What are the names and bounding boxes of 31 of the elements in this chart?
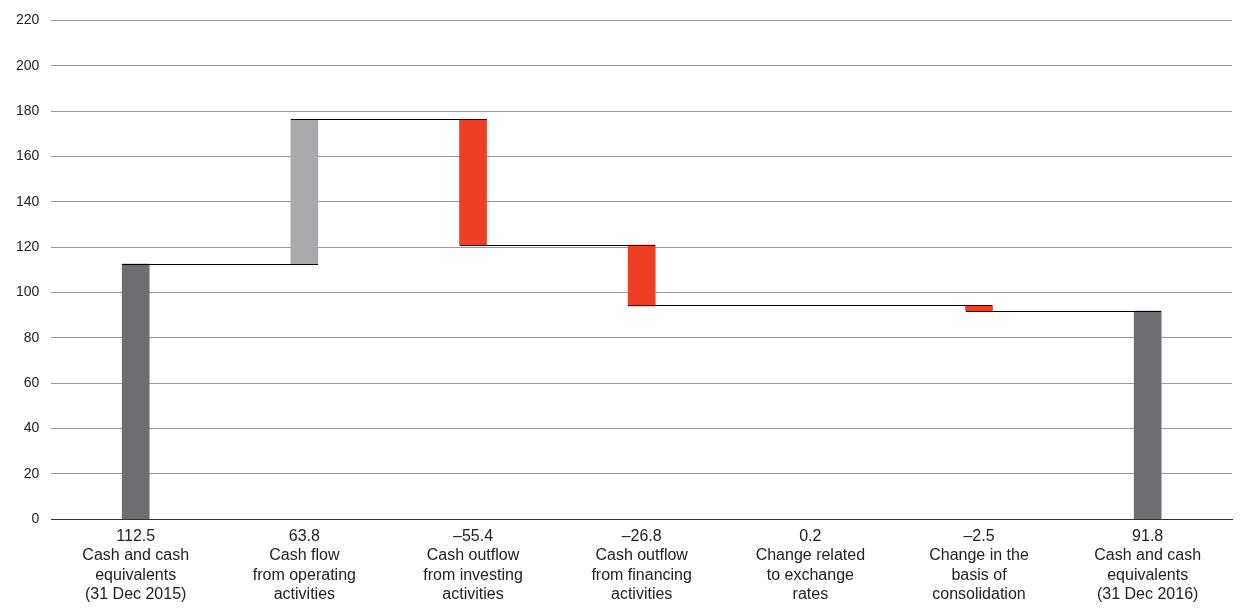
data-label: 0.2 — [799, 527, 822, 545]
bar — [290, 119, 319, 265]
y-tick-label: 100 — [16, 283, 40, 300]
y-tick-label: 160 — [16, 147, 40, 164]
y-tick-label: 200 — [16, 56, 40, 73]
data-label: 63.8 — [288, 527, 321, 545]
data-label: 91.8 — [1132, 527, 1164, 545]
data-label: 112.5 — [116, 527, 156, 545]
x-tick-label: Change in the basis of consolidation — [929, 546, 1029, 602]
x-tick-label: Change related to exchange rates — [755, 546, 866, 602]
data-label: –2.5 — [963, 527, 995, 545]
x-tick-label: Cash and cash equivalents (31 Dec 2015) — [82, 546, 190, 602]
y-tick-label: 40 — [23, 419, 40, 436]
x-tick-label: Cash outflow from investing activities — [423, 546, 523, 602]
bar — [459, 119, 487, 246]
data-label: –26.8 — [621, 527, 662, 545]
y-tick-label: 220 — [16, 11, 40, 28]
y-tick-label: 120 — [16, 237, 40, 254]
y-tick-label: 0 — [31, 510, 40, 527]
y-tick-label: 80 — [23, 328, 40, 345]
y-tick-label: 140 — [16, 192, 40, 209]
y-tick-label: 180 — [16, 101, 40, 118]
x-tick-label: Cash and cash equivalents (31 Dec 2016) — [1094, 546, 1202, 602]
bar — [121, 263, 150, 520]
data-label: –55.4 — [452, 527, 494, 545]
y-tick-label: 60 — [23, 374, 40, 391]
bar — [627, 244, 656, 307]
x-tick-label: Cash outflow from financing activities — [591, 546, 692, 602]
x-tick-label: Cash flow from operating activities — [252, 546, 356, 602]
y-tick-label: 20 — [23, 464, 40, 481]
bar — [1133, 310, 1162, 520]
